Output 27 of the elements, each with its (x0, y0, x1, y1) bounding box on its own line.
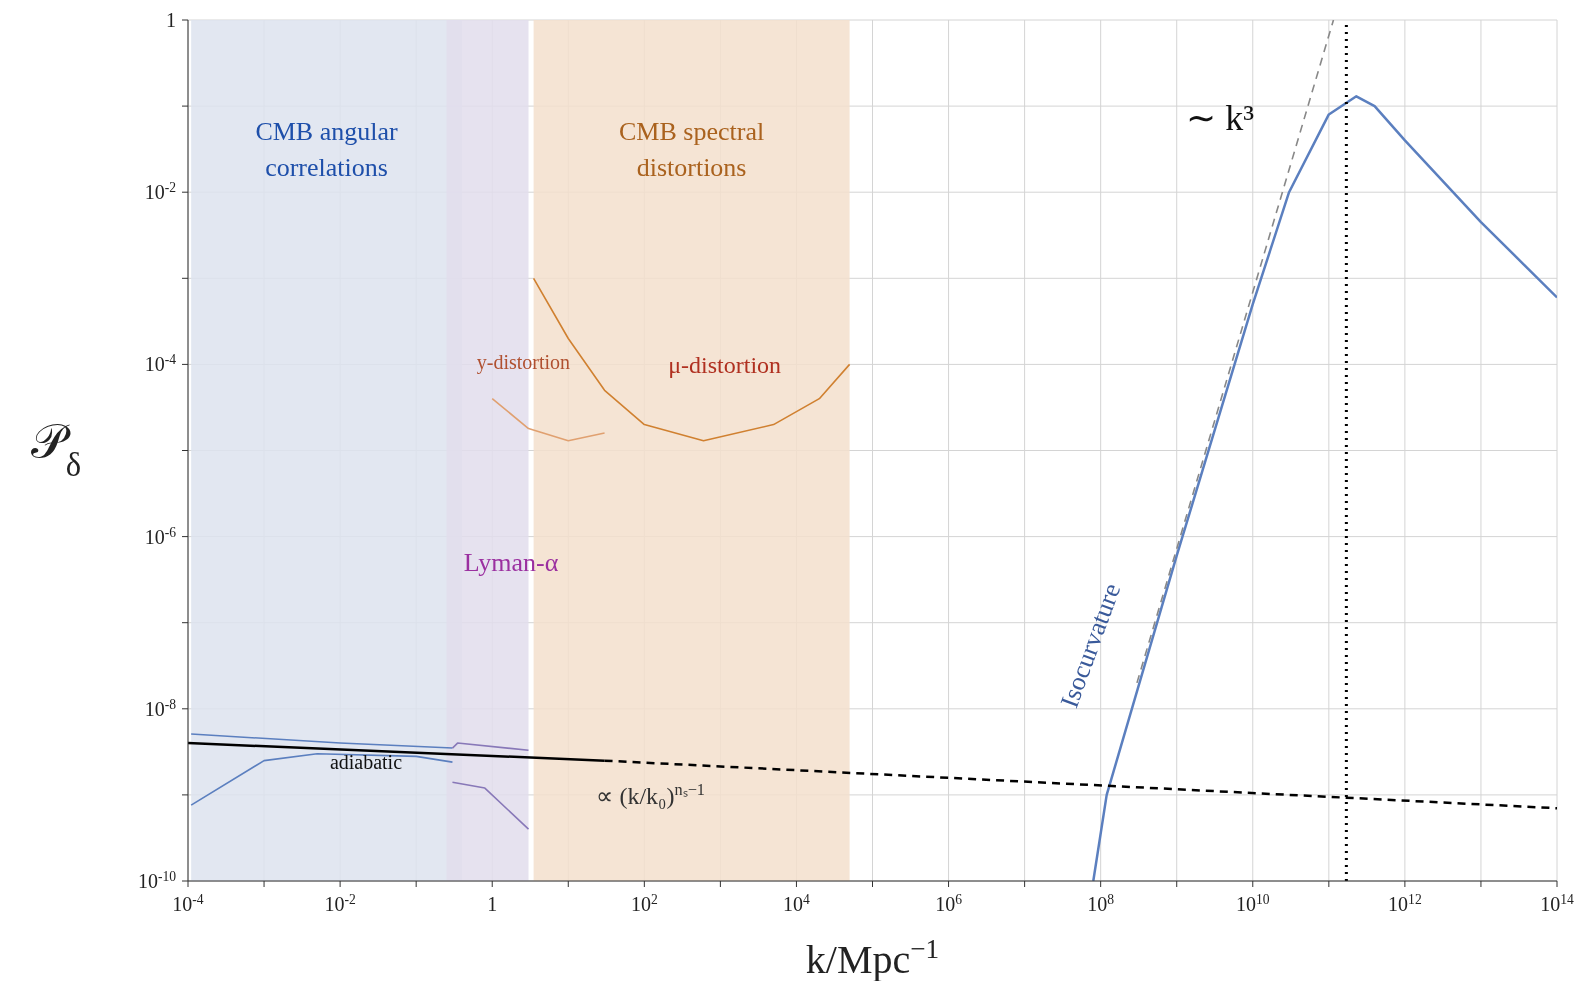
y-tick-label: 10$^{-8}$ (144, 696, 177, 720)
y-tick-label: 10$^{-6}$ (144, 524, 177, 548)
band-label: CMB spectral distortions (619, 117, 765, 182)
line-series (491, 397, 606, 442)
x-tick-label: 10$^{2}$ (630, 891, 658, 915)
x-tick-label: 10$^{14}$ (1540, 891, 1574, 915)
annotation: Lyman-α (463, 548, 559, 578)
annotation: y-distortion (476, 350, 571, 374)
x-tick-label: 10$^{12}$ (1388, 891, 1422, 915)
y-tick-label: 10$^{-4}$ (144, 351, 177, 376)
x-tick-label: 10$^{-4}$ (172, 891, 204, 915)
y-tick-label: 1 (166, 9, 176, 31)
x-tick-label: 10$^{4}$ (783, 891, 811, 915)
x-tick-label: 10$^{-2}$ (324, 891, 356, 915)
x-tick-label: 1 (487, 893, 498, 915)
x-tick-label: 10$^{10}$ (1235, 891, 1270, 915)
annotation: μ-distortion (668, 352, 782, 379)
y-tick-label: 10$^{-10}$ (137, 868, 177, 892)
y-axis-title: 𝒫$_{δ}$ (30, 415, 82, 483)
series-label: adiabatic (329, 751, 403, 774)
x-tick-label: 10$^{8}$ (1087, 891, 1115, 915)
annotation: ∝ (k/k₀)$^{nₛ−1}$ (596, 779, 705, 809)
x-tick-label: 10$^{6}$ (935, 891, 963, 915)
band-label: CMB angular correlations (255, 117, 399, 182)
y-tick-label: 10$^{-2}$ (144, 179, 177, 204)
x-axis-title: k/Mpc$^{−1}$ (805, 934, 940, 982)
annotation: ∼ k³ (1186, 98, 1255, 139)
